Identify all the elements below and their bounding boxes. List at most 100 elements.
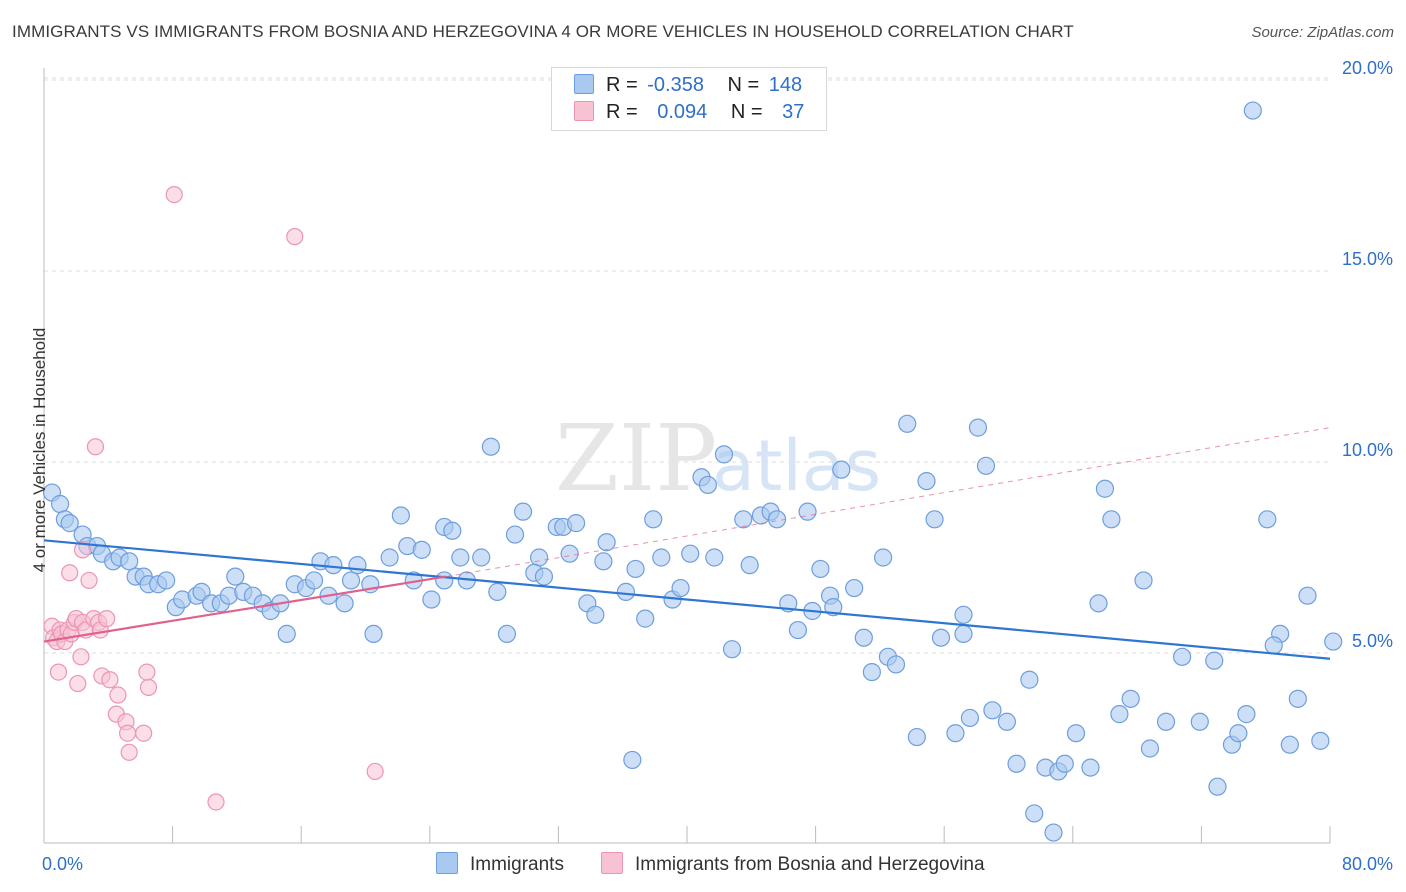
data-point-bosnia (101, 671, 119, 689)
data-point-immigrants (907, 727, 926, 747)
data-point-immigrants (626, 559, 645, 579)
data-point-immigrants (481, 437, 500, 456)
data-point-immigrants (740, 556, 759, 575)
tick-labels: 5.0% 10.0% 15.0% 20.0% 0.0% 80.0% (42, 58, 1393, 874)
data-point-immigrants (348, 556, 367, 575)
legend-row-immigrants: R = -0.358 N = 148 (574, 74, 802, 100)
data-point-immigrants (960, 708, 980, 728)
data-point-immigrants (874, 548, 893, 567)
y-tick-label: 5.0% (1352, 631, 1393, 651)
data-point-immigrants (1229, 724, 1248, 743)
data-point-immigrants (530, 548, 549, 567)
data-point-bosnia (118, 724, 137, 742)
data-point-immigrants (497, 624, 517, 644)
chart-title: IMMIGRANTS VS IMMIGRANTS FROM BOSNIA AND… (12, 22, 1074, 41)
data-point-immigrants (1288, 689, 1307, 708)
data-point-immigrants (422, 590, 441, 609)
x-tick-label-max: 80.0% (1342, 854, 1393, 874)
data-point-immigrants (443, 521, 462, 540)
data-point-immigrants (946, 724, 965, 743)
legend-label: Immigrants (470, 854, 564, 875)
data-point-immigrants (954, 605, 973, 624)
data-point-immigrants (968, 418, 988, 437)
data-point-immigrants (1173, 647, 1192, 666)
watermark-zip: ZIP (555, 405, 717, 512)
legend-item-immigrants: Immigrants (436, 852, 564, 876)
data-point-immigrants (120, 552, 139, 571)
n-label: N = (727, 74, 760, 96)
data-point-immigrants (788, 620, 808, 640)
data-point-immigrants (451, 548, 470, 567)
data-point-immigrants (1095, 479, 1115, 498)
data-point-immigrants (824, 598, 843, 617)
data-point-immigrants (412, 540, 431, 559)
data-point-bosnia (286, 228, 304, 246)
data-point-immigrants (1025, 804, 1044, 823)
r-value: -0.358 (647, 74, 704, 96)
series-legend: Immigrants Immigrants from Bosnia and He… (0, 852, 1406, 878)
data-point-immigrants (1280, 735, 1299, 754)
data-point-immigrants (586, 605, 605, 624)
pink-swatch-icon (574, 101, 594, 121)
data-point-immigrants (1140, 739, 1160, 758)
y-tick-label: 20.0% (1342, 58, 1393, 78)
data-point-immigrants (1081, 758, 1100, 777)
data-point-immigrants (983, 701, 1002, 720)
data-point-immigrants (1264, 636, 1283, 655)
data-point-immigrants (722, 640, 742, 659)
data-point-immigrants (391, 506, 410, 525)
legend-item-bosnia: Immigrants from Bosnia and Herzegovina (601, 852, 985, 876)
n-value: 37 (782, 101, 805, 123)
x-tick-label-min: 0.0% (42, 854, 83, 874)
r-value: 0.094 (657, 101, 708, 123)
data-point-immigrants (917, 472, 936, 491)
data-point-immigrants (1134, 571, 1153, 590)
data-point-immigrants (931, 628, 951, 647)
data-point-immigrants (997, 712, 1016, 731)
r-label: R = (606, 101, 638, 123)
data-point-immigrants (734, 510, 753, 529)
data-point-immigrants (1258, 510, 1277, 529)
data-point-immigrants (435, 571, 454, 590)
source-label: Source: ZipAtlas.com (1251, 24, 1394, 41)
data-point-bosnia (61, 564, 79, 582)
data-point-immigrants (1044, 823, 1063, 842)
data-point-immigrants (832, 460, 851, 479)
data-point-bosnia (138, 663, 156, 681)
data-point-immigrants (811, 559, 830, 579)
data-point-bosnia (49, 663, 68, 681)
data-point-immigrants (616, 582, 636, 601)
data-point-immigrants (560, 544, 579, 563)
data-point-immigrants (898, 414, 917, 433)
data-point-immigrants (380, 548, 399, 567)
series-immigrants (42, 101, 1343, 842)
data-point-immigrants (341, 571, 361, 590)
data-point-immigrants (1237, 705, 1256, 724)
data-point-bosnia (73, 541, 92, 559)
data-point-immigrants (472, 548, 491, 567)
data-point-immigrants (324, 556, 343, 575)
data-point-bosnia (98, 610, 116, 628)
legend-label: Immigrants from Bosnia and Herzegovina (635, 854, 985, 875)
data-point-immigrants (698, 475, 717, 495)
y-tick-label: 10.0% (1342, 440, 1393, 460)
data-point-bosnia (139, 678, 158, 696)
data-point-immigrants (862, 662, 881, 682)
data-point-immigrants (636, 609, 655, 628)
data-point-immigrants (1121, 689, 1140, 708)
data-point-immigrants (1324, 632, 1343, 651)
data-point-immigrants (976, 456, 996, 475)
y-tick-label: 15.0% (1342, 249, 1393, 269)
trend-lines (43, 427, 1331, 660)
data-point-immigrants (681, 544, 700, 563)
data-point-immigrants (886, 655, 906, 674)
data-point-immigrants (364, 624, 383, 644)
data-point-immigrants (1205, 651, 1224, 670)
data-point-bosnia (135, 724, 153, 742)
watermark-atlas: atlas (712, 425, 881, 507)
data-point-immigrants (1208, 777, 1227, 796)
blue-swatch-icon (574, 74, 594, 94)
data-point-immigrants (623, 750, 642, 770)
trend-line-immigrants (43, 539, 1331, 660)
data-point-bosnia (165, 186, 183, 204)
